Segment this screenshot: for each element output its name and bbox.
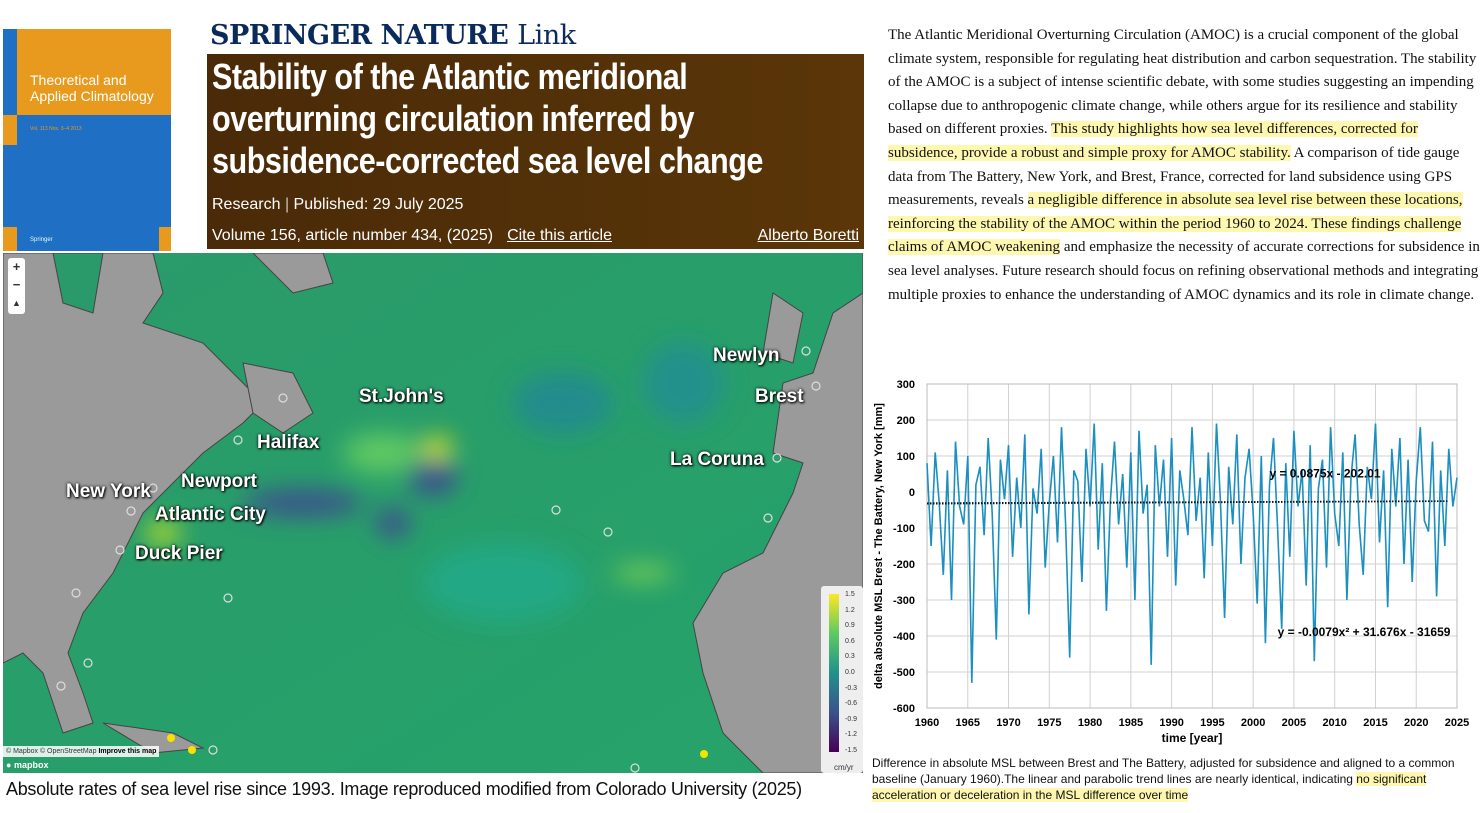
zoom-control: + − ▲ <box>8 258 25 314</box>
label-la-coruna: La Coruna <box>670 449 764 470</box>
legend-tick: 0.3 <box>845 653 855 661</box>
land <box>3 253 863 773</box>
x-tick-label: 2010 <box>1322 717 1346 729</box>
map-canvas <box>3 253 863 773</box>
y-tick-label: -100 <box>893 523 915 535</box>
map-attribution: © Mapbox © OpenStreetMap Improve this ma… <box>3 746 160 757</box>
abstract-text: and emphasize the necessity of accurate … <box>888 239 1480 303</box>
sea-level-map[interactable]: Newlyn Brest St.John's Halifax La Coruna… <box>3 253 863 773</box>
x-tick-label: 2000 <box>1241 717 1265 729</box>
y-tick-label: 300 <box>897 379 915 391</box>
abstract-text: A comparison of tide gauge data from The… <box>888 144 1460 209</box>
article-header: Stability of the Atlantic meridional ove… <box>207 54 864 249</box>
brand-suffix: Link <box>517 20 576 51</box>
x-tick-label: 2005 <box>1282 717 1306 729</box>
volume-info: Volume 156, article number 434, (2025) <box>212 227 494 244</box>
trend-line <box>926 500 1449 504</box>
springer-nature-logo[interactable]: SPRINGER NATURE Link <box>210 20 576 52</box>
legend-tick: 0.0 <box>845 669 855 676</box>
x-tick-label: 1965 <box>956 717 980 729</box>
y-tick-label: 100 <box>897 451 915 463</box>
label-duck-pier: Duck Pier <box>135 543 223 564</box>
y-tick-label: 0 <box>909 487 915 499</box>
brand-name: SPRINGER NATURE <box>210 20 509 51</box>
y-tick-label: -400 <box>893 631 915 643</box>
improve-map-link[interactable]: Improve this map <box>98 748 157 755</box>
article-title: Stability of the Atlantic meridional ove… <box>212 56 763 181</box>
trend-equation-linear: y = 0.0875x - 202.01 <box>1269 467 1380 481</box>
legend-tick: 0.9 <box>845 622 855 630</box>
y-axis-label: delta absolute MSL Brest - The Battery, … <box>873 403 885 689</box>
x-tick-label: 1980 <box>1078 717 1102 729</box>
article-type: Research <box>212 196 281 213</box>
y-tick-label: -300 <box>893 595 915 607</box>
label-brest: Brest <box>755 386 804 407</box>
zoom-in-button[interactable]: + <box>12 259 21 274</box>
legend-unit: cm/yr <box>834 763 854 772</box>
x-tick-label: 1990 <box>1159 717 1183 729</box>
highlight-markers <box>167 734 708 758</box>
legend-tick: 1.5 <box>845 591 855 598</box>
color-legend: 1.5 1.2 0.9 0.6 0.3 0.0 -0.3 -0.6 -0.9 -1.2 -1.5 c… <box>821 586 863 773</box>
legend-tick: -0.6 <box>845 700 858 708</box>
map-caption: Absolute rates of sea level rise since 1… <box>6 779 802 799</box>
author-link[interactable]: Alberto Boretti <box>757 227 859 244</box>
journal-cover: Theoretical and Applied Climatology Vol.… <box>3 29 171 251</box>
y-tick-label: -500 <box>893 667 915 679</box>
label-halifax: Halifax <box>257 432 320 453</box>
trend-equation-parabolic: y = -0.0079x² + 31.676x - 31659 <box>1278 625 1451 639</box>
x-axis-label: time [year] <box>1162 731 1223 745</box>
label-newlyn: Newlyn <box>713 345 780 366</box>
x-tick-label: 2020 <box>1404 717 1428 729</box>
y-tick-label: 200 <box>897 415 915 427</box>
x-tick-label: 2015 <box>1363 717 1387 729</box>
label-st-johns: St.John's <box>359 386 444 407</box>
abstract-text: The Atlantic Meridional Overturning Circ… <box>888 27 1477 138</box>
x-tick-label: 2025 <box>1445 717 1469 729</box>
legend-tick: -0.9 <box>845 715 858 723</box>
legend-tick: 1.2 <box>845 606 855 614</box>
tide-gauge-markers <box>56 346 821 773</box>
legend-tick: -1.5 <box>845 747 858 754</box>
zoom-out-button[interactable]: − <box>12 277 21 292</box>
x-tick-label: 1995 <box>1200 717 1224 729</box>
sea-level-anomalies <box>145 343 723 623</box>
x-tick-label: 1960 <box>915 717 939 729</box>
x-tick-label: 1975 <box>1037 717 1061 729</box>
journal-publisher: Springer <box>30 237 53 243</box>
journal-volume: Vol. 113 Nos. 3–4 2013 <box>30 126 82 132</box>
compass-icon[interactable]: ▲ <box>12 298 21 308</box>
cite-article-link[interactable]: Cite this article <box>507 227 612 244</box>
data-series-line <box>926 423 1458 683</box>
y-tick-label: -600 <box>893 703 915 715</box>
colorbar <box>829 594 839 752</box>
y-tick-label: -200 <box>893 559 915 571</box>
legend-tick: -0.3 <box>845 684 858 692</box>
published-date: Published: 29 July 2025 <box>293 196 464 213</box>
label-newport: Newport <box>181 471 257 492</box>
plot-frame <box>926 383 1458 709</box>
mapbox-logo[interactable]: ● mapbox <box>6 760 49 770</box>
chart-caption: Difference in absolute MSL between Brest… <box>872 756 1455 802</box>
abstract: The Atlantic Meridional Overturning Circ… <box>888 24 1484 307</box>
label-new-york: New York <box>66 481 151 502</box>
x-tick-label: 1970 <box>996 717 1020 729</box>
journal-title: Theoretical and Applied Climatology <box>30 72 154 104</box>
legend-tick: -1.2 <box>845 731 858 739</box>
label-atlantic-city: Atlantic City <box>155 504 266 525</box>
x-tick-label: 1985 <box>1119 717 1143 729</box>
legend-tick: 0.6 <box>845 637 855 645</box>
